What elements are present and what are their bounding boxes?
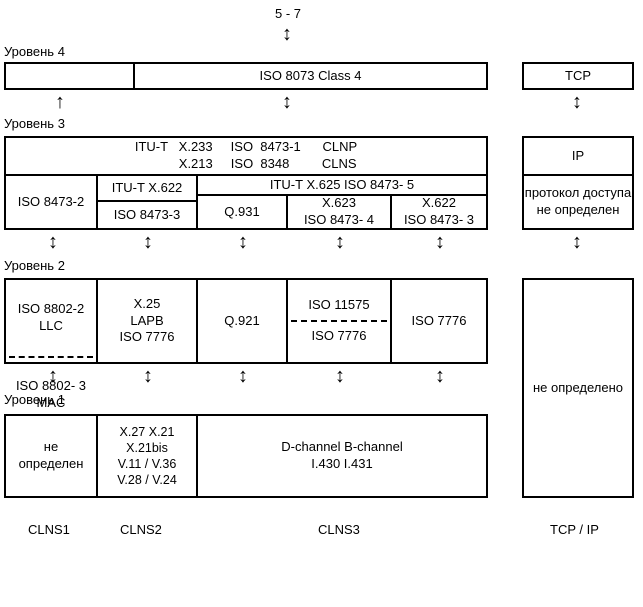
box-tcp: TCP [522,62,634,90]
arrow-top [282,24,292,44]
arrow-l4-1 [55,92,65,112]
box-iso8473-2: ISO 8473-2 [4,174,98,230]
box-q921: Q.921 [196,278,288,364]
box-iso7776: ISO 7776 [390,278,488,364]
label-lvl2: Уровень 2 [4,258,65,273]
arrow-l3-2 [143,232,153,252]
label-clns3: CLNS3 [318,522,360,537]
box-iso8473-3: ISO 8473-3 [96,200,198,230]
label-lvl3: Уровень 3 [4,116,65,131]
label-clns2: CLNS2 [120,522,162,537]
box-itut-x625: ITU-T X.625 ISO 8473- 5 [196,174,488,196]
arrow-l2-1 [48,366,58,386]
box-notdef2: не определено [522,278,634,498]
arrow-l2-4 [335,366,345,386]
arrow-l2-3 [238,366,248,386]
box-l3-top: ITU-T X.233 ISO 8473-1 CLNP X.213 ISO 83… [4,136,488,176]
box-itut-x622: ITU-T X.622 [96,174,198,202]
box-access: протокол доступа не определен [522,174,634,230]
box-x25: X.25 LAPB ISO 7776 [96,278,198,364]
arrow-l4-3 [572,92,582,112]
label-lvl4: Уровень 4 [4,44,65,59]
box-x622: X.622 ISO 8473- 3 [390,194,488,230]
iso11575-text: ISO 11575 [308,297,369,314]
box-notdef1: не определен [4,414,98,498]
box-l1c: D-channel B-channel I.430 I.431 [196,414,488,498]
box-q931: Q.931 [196,194,288,230]
arrow-l3-3 [238,232,248,252]
box-x623: X.623 ISO 8473- 4 [286,194,392,230]
label-lvl1: Уровень 1 [4,392,65,407]
arrow-l3-4 [335,232,345,252]
box-iso11575: ISO 11575 ISO 7776 [286,278,392,364]
box-iso8073: ISO 8073 Class 4 [133,62,488,90]
box-iso8802-2: ISO 8802-2 LLC ISO 8802- 3 MAC CSMA / CD [4,278,98,364]
box-l1b: X.27 X.21 X.21bis V.11 / V.36 V.28 / V.2… [96,414,198,498]
label-tcpip: TCP / IP [550,522,599,537]
arrow-l3-5 [435,232,445,252]
label-clns1: CLNS1 [28,522,70,537]
arrow-l4-2 [282,92,292,112]
iso8802-2-text: ISO 8802-2 LLC [6,301,96,335]
arrow-l3-6 [572,232,582,252]
arrow-l2-5 [435,366,445,386]
arrow-l2-2 [143,366,153,386]
label-top: 5 - 7 [275,6,301,21]
iso7776b-text: ISO 7776 [312,328,367,345]
arrow-l3-1 [48,232,58,252]
box-ip: IP [522,136,634,176]
